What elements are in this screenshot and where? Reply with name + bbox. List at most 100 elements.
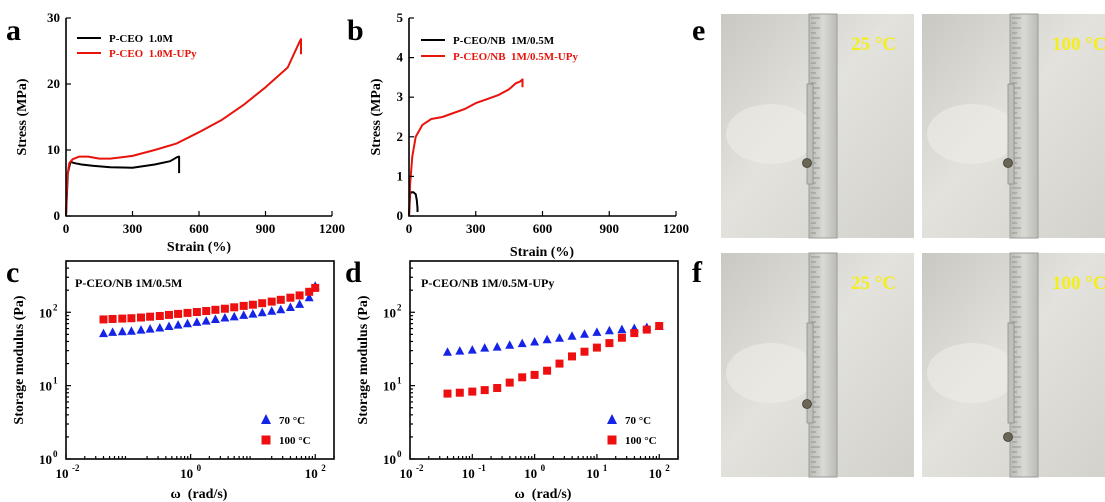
panel-letter-c: c [6,256,19,289]
data-point-d-square [555,359,564,368]
y-tick-label-d: 10 [383,452,396,467]
data-point-c-triangle [108,327,118,336]
y-tick-exponent-d: 2 [397,302,402,312]
y-tick-exponent-c: 0 [53,449,58,459]
chart-panel-c: 10 -2 10 0 10 210 010 110 2 P-CEO/NB 1M/0.5M ω (… [12,260,335,502]
data-point-c-square [183,308,192,317]
data-point-c-triangle [267,306,277,315]
chart-panel-d: 10 -2 10 -1 10 0 10 1 10 210 010 110 2 P-CEO/NB 1M/0… [356,260,679,502]
data-point-d-square [480,386,489,395]
data-point-c-triangle [220,313,230,322]
axis-frame-b [408,18,676,217]
axis-ticks-a: 0 300 600 900 1200 0 10 20 30 [47,10,345,236]
data-point-c-triangle [183,318,192,328]
plot-area-d [443,321,664,398]
x-tick-label-b: 600 [533,221,553,236]
legend-label-d-0: 70 °C [625,415,651,427]
data-point-d-square [505,378,514,387]
data-point-c-triangle [239,310,249,319]
photo-e-right-sample-strip [1007,83,1015,185]
data-point-d-square [443,389,452,398]
data-point-c-triangle [145,324,155,333]
data-point-c-square [286,293,295,302]
x-tick-label-d: 10 [649,466,662,481]
y-tick-label-a: 10 [47,142,60,157]
data-point-d-square [518,373,527,382]
plot-area-c [99,281,320,338]
data-point-c-triangle [285,302,295,311]
data-point-d-triangle [505,340,515,349]
photo-f-left-temperature-label: 25 °C [851,273,896,294]
y-tick-label-b: 0 [397,208,404,223]
y-tick-label-a: 0 [54,208,61,223]
data-point-c-square [202,307,211,315]
photo-f-left: 25 °C [721,252,914,478]
x-tick-label-c: 10 [56,466,69,481]
x-axis-label-c: ω (rad/s) [171,487,228,502]
data-point-c-square [155,312,164,320]
data-point-c-square [211,305,220,314]
legend-label-a-1: P-CEO 1.0M-UPy [109,48,197,60]
data-point-c-square [192,308,201,316]
plot-area-a [65,38,302,217]
x-tick-exponent-c: -2 [72,463,80,473]
panel-letter-f: f [692,256,703,289]
y-tick-label-a: 30 [47,10,60,25]
panel-letter-b: b [347,14,364,47]
x-tick-label-b: 900 [600,221,620,236]
legend-label-b-0: P-CEO/NB 1M/0.5M [453,35,555,47]
photo-f-right-sample-strip [1007,322,1015,424]
x-axis-label-d: ω (rad/s) [515,487,572,502]
data-point-c-triangle [295,299,305,308]
photo-e-right-temperature-label: 100 °C [1052,34,1105,55]
axis-ticks-d: 10 -2 10 -1 10 0 10 1 10 210 010 110 2 [383,260,679,481]
legend-label-d-1: 100 °C [625,435,657,447]
chart-title-c: P-CEO/NB 1M/0.5M [75,276,182,290]
data-point-d-triangle [530,337,540,346]
series-line-b-1 [408,78,524,217]
data-point-c-square [258,299,267,308]
x-tick-label-b: 0 [406,221,413,236]
data-point-d-triangle [455,346,465,355]
data-point-d-square [530,370,539,379]
data-point-c-triangle [173,320,183,329]
x-tick-exponent-d: 1 [603,463,608,473]
x-tick-label-d: 10 [462,466,475,481]
photo-e-left-weight [802,158,812,168]
legend-marker-d-1 [607,435,617,445]
x-tick-label-d: 10 [586,466,599,481]
x-tick-exponent-d: -1 [478,463,486,473]
y-tick-label-c: 10 [39,452,52,467]
data-point-c-square [239,301,248,310]
data-point-d-square [543,366,552,375]
data-point-d-square [592,343,601,352]
data-point-c-triangle [210,314,220,323]
data-point-d-triangle [480,343,490,352]
data-point-d-triangle [580,329,589,338]
data-point-d-square [630,329,639,338]
y-axis-label-d: Storage modulus (Pa) [356,295,371,424]
data-point-c-triangle [126,326,136,335]
data-point-d-triangle [492,342,502,351]
axis-ticks-c: 10 -2 10 0 10 210 010 110 2 [39,260,335,481]
data-point-d-triangle [443,347,452,356]
y-tick-exponent-c: 2 [53,302,58,312]
x-tick-exponent-c: 2 [321,463,326,473]
x-tick-label-a: 900 [256,221,276,236]
data-point-c-triangle [257,307,267,317]
panel-letter-a: a [6,14,21,47]
legend-label-a-0: P-CEO 1.0M [109,33,173,45]
y-tick-label-d: 10 [383,379,396,394]
x-tick-label-a: 1200 [319,221,345,236]
data-point-c-square [248,300,257,309]
photo-e-left-ruler [808,13,838,239]
data-point-c-triangle [117,326,127,336]
photo-e-right: 100 °C [922,13,1105,239]
y-axis-label-b: Stress (MPa) [369,78,384,155]
data-point-c-square [276,295,285,304]
axis-frame-a [65,18,332,217]
y-tick-label-b: 1 [397,168,404,183]
data-point-c-square [127,314,136,323]
data-point-d-square [568,352,576,361]
